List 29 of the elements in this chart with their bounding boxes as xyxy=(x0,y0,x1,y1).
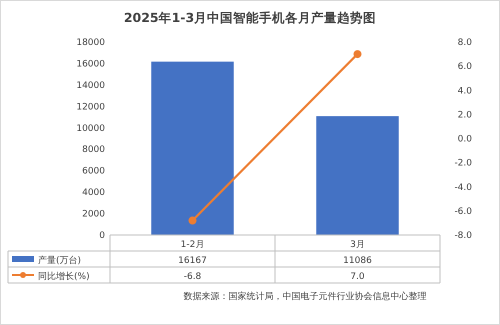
y2-tick-label: -6.0 xyxy=(454,206,472,217)
y-tick-label: 10000 xyxy=(76,124,106,134)
y2-tick-label: -4.0 xyxy=(454,182,472,193)
y2-tick-label: 0.0 xyxy=(458,134,472,144)
y-tick-label: 18000 xyxy=(76,38,106,48)
legend-label: 同比增长(%) xyxy=(38,271,90,282)
y-tick-label: 8000 xyxy=(82,145,106,156)
legend-label: 产量(万台) xyxy=(38,255,82,266)
y-tick-label: 14000 xyxy=(76,80,106,91)
y-tick-label: 12000 xyxy=(76,102,106,112)
y2-tick-label: 6.0 xyxy=(458,62,472,72)
y-tick-label: 16000 xyxy=(76,59,106,70)
data-label: 7.0 xyxy=(350,272,365,282)
y-tick-label: 4000 xyxy=(82,188,106,198)
source-note: 数据来源：国家统计局，中国电子元件行业协会信息中心整理 xyxy=(184,291,426,302)
y2-tick-label: 2.0 xyxy=(458,110,472,120)
data-label: -6.8 xyxy=(184,272,202,282)
x-tick-label: 1-2月 xyxy=(180,240,204,250)
y-tick-label: 2000 xyxy=(82,210,106,220)
y2-tick-label: 8.0 xyxy=(458,38,472,48)
data-label: 16167 xyxy=(178,256,207,266)
x-tick-label: 3月 xyxy=(350,240,365,250)
y2-tick-label: -8.0 xyxy=(454,231,472,241)
y2-tick-label: -2.0 xyxy=(454,158,472,169)
y-tick-label: 6000 xyxy=(82,166,106,177)
data-label: 11086 xyxy=(343,256,372,266)
y-tick-label: 0 xyxy=(99,231,106,241)
y2-tick-label: 4.0 xyxy=(458,86,472,96)
chart-title: 2025年1-3月中国智能手机各月产量趋势图 xyxy=(124,10,376,25)
